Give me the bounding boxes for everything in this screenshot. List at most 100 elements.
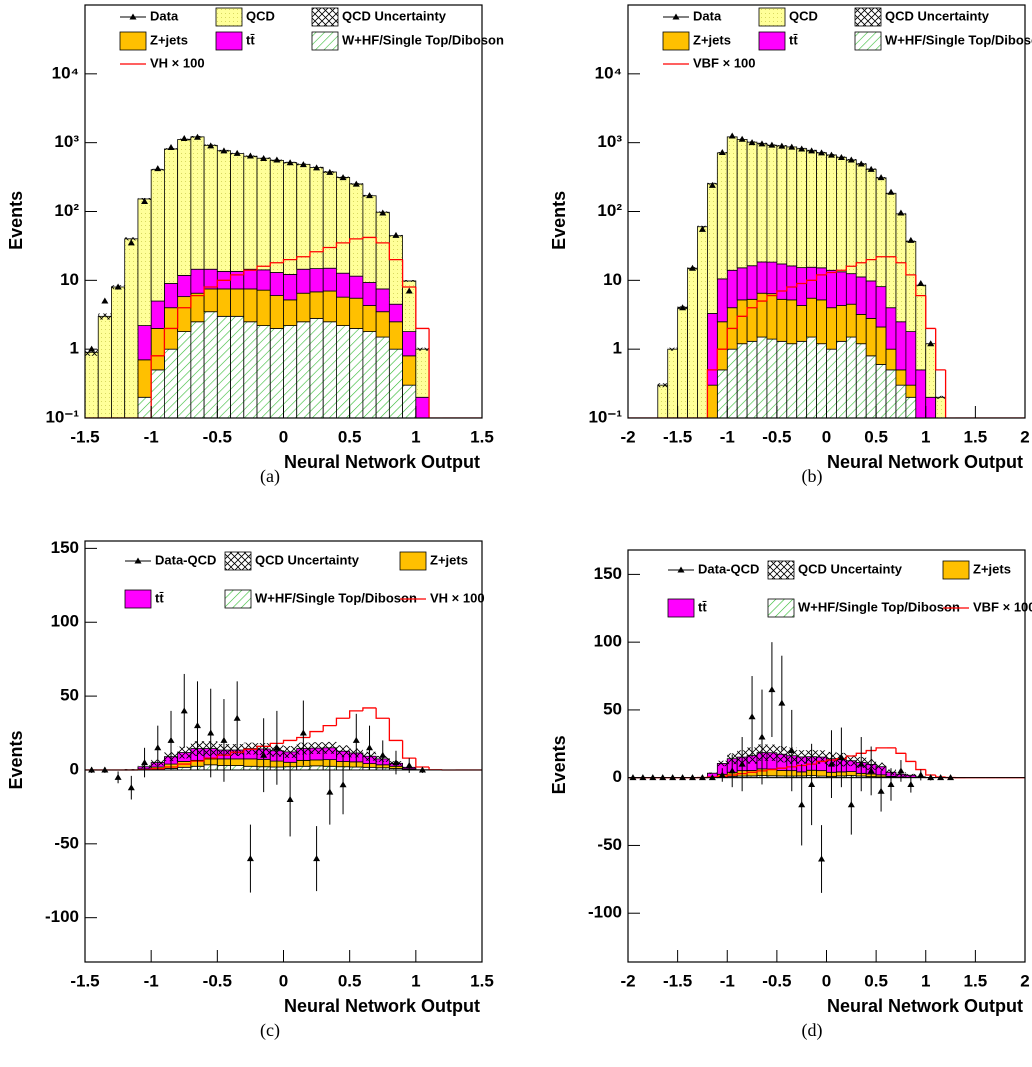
y-tick-label: 10⁴ bbox=[52, 63, 79, 82]
histogram-bar bbox=[376, 212, 389, 289]
uncertainty-band bbox=[846, 755, 856, 766]
legend-label: Z+jets bbox=[150, 32, 188, 47]
legend-label: VBF × 100 bbox=[693, 55, 756, 70]
legend-entry: Z+jets bbox=[663, 32, 731, 50]
uncertainty-band bbox=[323, 742, 336, 754]
histogram-bar bbox=[757, 262, 767, 293]
histogram-bar bbox=[866, 318, 876, 355]
histogram-bar bbox=[323, 268, 336, 291]
x-tick-label: 2 bbox=[1020, 427, 1029, 446]
uncertainty-band bbox=[936, 396, 946, 399]
histogram-bar bbox=[350, 298, 363, 328]
x-tick-label: 0 bbox=[279, 427, 288, 446]
histogram-bar bbox=[737, 139, 747, 267]
legend-label: Data bbox=[150, 8, 179, 23]
histogram-bar bbox=[231, 316, 244, 418]
y-tick-label: -100 bbox=[588, 903, 622, 922]
histogram-bar bbox=[244, 289, 257, 322]
histogram-bar bbox=[310, 168, 323, 269]
x-tick-label: 1 bbox=[921, 971, 930, 990]
legend-swatch bbox=[216, 8, 242, 26]
histogram-bar bbox=[178, 332, 191, 418]
histogram-bar bbox=[747, 266, 757, 300]
histogram-bar bbox=[787, 147, 797, 266]
x-tick-label: 0.5 bbox=[864, 971, 888, 990]
histogram-bar bbox=[270, 272, 283, 295]
histogram-bar bbox=[416, 349, 429, 397]
histogram-bar bbox=[747, 341, 757, 418]
histogram-bar bbox=[284, 274, 297, 299]
histogram-bar bbox=[678, 308, 688, 418]
x-tick-label: -1 bbox=[720, 971, 735, 990]
plot-area bbox=[628, 5, 1025, 418]
histogram-bar bbox=[336, 297, 349, 325]
legend-entry: QCD Uncertainty bbox=[855, 8, 990, 26]
legend-label: VH × 100 bbox=[430, 590, 485, 605]
histogram-bar bbox=[807, 151, 817, 268]
histogram-bar bbox=[231, 766, 244, 770]
uncertainty-band bbox=[707, 773, 717, 774]
histogram-bar bbox=[697, 227, 707, 418]
legend-swatch bbox=[943, 561, 969, 579]
histogram-bar bbox=[757, 293, 767, 337]
histogram-bar bbox=[416, 397, 429, 418]
y-tick-label: 0 bbox=[613, 767, 622, 786]
legend-swatch bbox=[400, 552, 426, 570]
histogram-bar bbox=[244, 759, 257, 766]
histogram-bar bbox=[866, 169, 876, 281]
histogram-bar bbox=[363, 283, 376, 306]
uncertainty-band bbox=[244, 743, 257, 755]
histogram-bar bbox=[323, 322, 336, 418]
histogram-bar bbox=[336, 177, 349, 273]
legend-label: QCD bbox=[789, 8, 818, 23]
legend-swatch bbox=[312, 32, 338, 50]
histogram-bar bbox=[846, 274, 856, 305]
x-tick-label: 2 bbox=[1020, 971, 1029, 990]
histogram-bar bbox=[797, 149, 807, 268]
y-axis-label: Events bbox=[549, 735, 569, 794]
histogram-bar bbox=[926, 344, 936, 398]
histogram-bar bbox=[817, 268, 827, 300]
histogram-bar bbox=[336, 273, 349, 297]
histogram-bar bbox=[916, 370, 926, 418]
y-tick-label: 10 bbox=[603, 270, 622, 289]
histogram-bar bbox=[787, 300, 797, 344]
histogram-bar bbox=[807, 267, 817, 298]
histogram-bar bbox=[151, 301, 164, 328]
histogram-bar bbox=[797, 306, 807, 342]
histogram-bar bbox=[737, 300, 747, 344]
legend-label: QCD Uncertainty bbox=[798, 561, 903, 576]
histogram-bar bbox=[717, 153, 727, 279]
x-tick-label: -1.5 bbox=[70, 427, 99, 446]
histogram-bar bbox=[204, 312, 217, 418]
histogram-bar bbox=[178, 297, 191, 332]
histogram-bar bbox=[817, 300, 827, 344]
histogram-bar bbox=[836, 306, 846, 342]
histogram-bar bbox=[111, 287, 124, 418]
histogram-bar bbox=[270, 296, 283, 329]
histogram-bar bbox=[777, 264, 787, 299]
histogram-bar bbox=[310, 760, 323, 766]
uncertainty-band bbox=[658, 383, 668, 387]
histogram-bar bbox=[284, 300, 297, 326]
histogram-bar bbox=[244, 766, 257, 770]
x-tick-label: 0 bbox=[822, 971, 831, 990]
histogram-bar bbox=[191, 137, 204, 269]
histogram-bar bbox=[827, 308, 837, 349]
y-tick-label: 10⁻¹ bbox=[45, 407, 79, 426]
x-tick-label: -0.5 bbox=[762, 427, 791, 446]
histogram-bar bbox=[707, 184, 717, 314]
histogram-bar bbox=[926, 397, 936, 418]
histogram-bar bbox=[797, 341, 807, 418]
y-tick-label: -100 bbox=[45, 907, 79, 926]
histogram-bar bbox=[257, 290, 270, 325]
histogram-bar bbox=[376, 312, 389, 337]
histogram-bar bbox=[310, 318, 323, 418]
histogram-bar bbox=[389, 322, 402, 349]
histogram-bar bbox=[717, 279, 727, 322]
uncertainty-band bbox=[767, 745, 777, 761]
y-tick-label: 10³ bbox=[597, 132, 622, 151]
caption: (a) bbox=[260, 466, 280, 487]
